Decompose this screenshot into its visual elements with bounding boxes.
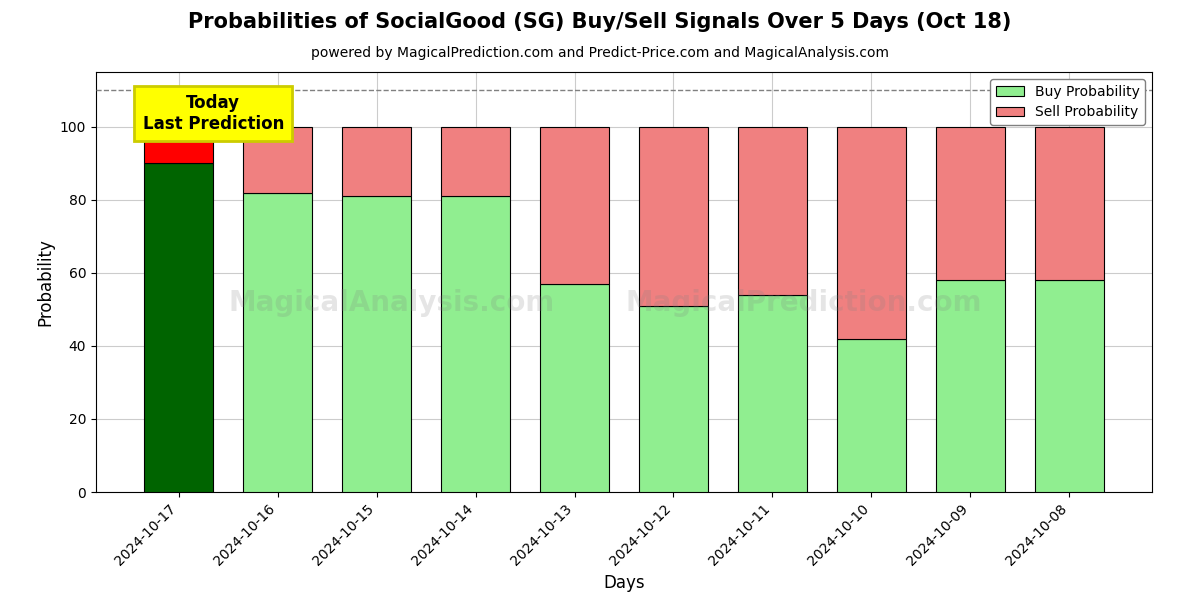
Bar — [936, 127, 1006, 280]
Bar — [242, 193, 312, 492]
Bar — [936, 280, 1006, 492]
Bar — [242, 127, 312, 193]
Bar — [342, 127, 412, 196]
Bar — [540, 284, 610, 492]
Bar — [738, 127, 808, 295]
Text: powered by MagicalPrediction.com and Predict-Price.com and MagicalAnalysis.com: powered by MagicalPrediction.com and Pre… — [311, 46, 889, 60]
Text: MagicalPrediction.com: MagicalPrediction.com — [625, 289, 982, 317]
Text: MagicalAnalysis.com: MagicalAnalysis.com — [228, 289, 554, 317]
Bar — [342, 196, 412, 492]
Bar — [440, 127, 510, 196]
Bar — [144, 127, 214, 163]
Text: Today
Last Prediction: Today Last Prediction — [143, 94, 284, 133]
Bar — [144, 163, 214, 492]
Text: Probabilities of SocialGood (SG) Buy/Sell Signals Over 5 Days (Oct 18): Probabilities of SocialGood (SG) Buy/Sel… — [188, 12, 1012, 32]
Bar — [1034, 127, 1104, 280]
Bar — [540, 127, 610, 284]
Y-axis label: Probability: Probability — [36, 238, 54, 326]
Bar — [638, 306, 708, 492]
Bar — [738, 295, 808, 492]
Bar — [440, 196, 510, 492]
Bar — [836, 338, 906, 492]
Legend: Buy Probability, Sell Probability: Buy Probability, Sell Probability — [990, 79, 1145, 125]
Bar — [638, 127, 708, 306]
Bar — [836, 127, 906, 338]
X-axis label: Days: Days — [604, 574, 644, 592]
Bar — [1034, 280, 1104, 492]
